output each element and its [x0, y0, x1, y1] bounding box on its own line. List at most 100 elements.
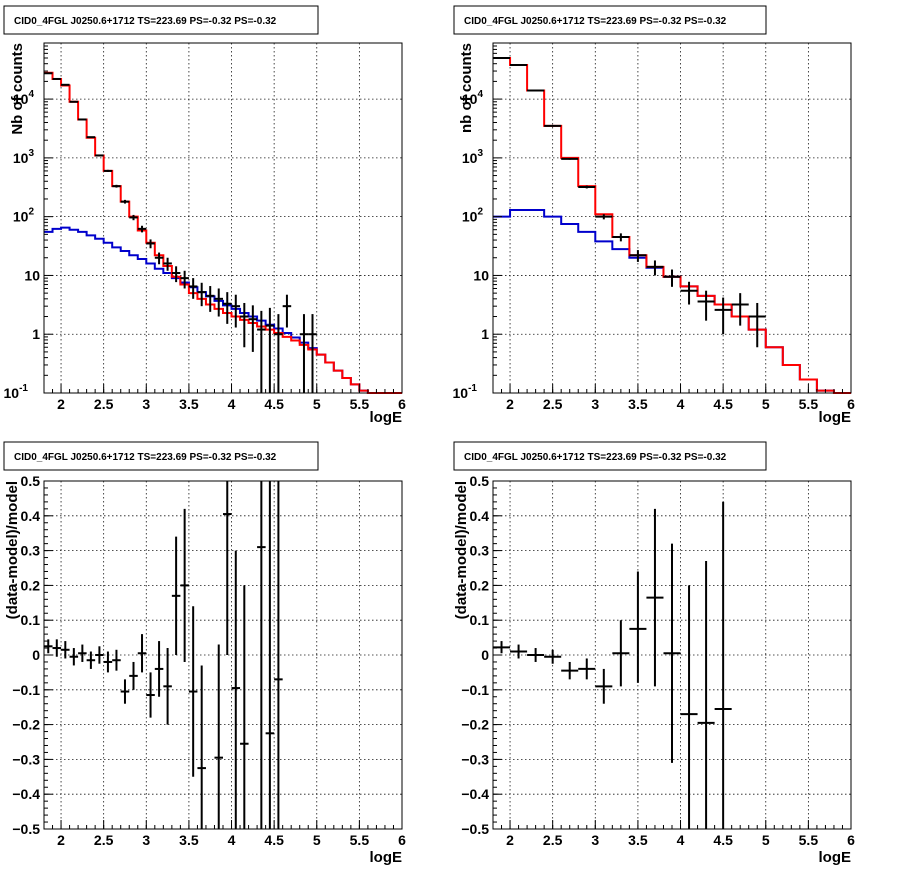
data-point [154, 252, 164, 265]
plot-frame [43, 42, 403, 394]
data-point [188, 278, 198, 299]
title-box-frame [453, 441, 767, 471]
x-tick-label: 4 [677, 396, 685, 412]
y-tick-label: 1 [481, 326, 489, 342]
data-point [240, 302, 249, 348]
data-point [154, 641, 164, 697]
x-tick-label: 2.5 [543, 832, 563, 848]
data-point [120, 679, 130, 704]
x-tick-label: 2.5 [94, 396, 114, 412]
data-point [308, 314, 317, 393]
x-tick-label: 2.5 [94, 832, 114, 848]
y-tick-label: 0.3 [470, 543, 490, 559]
data-point [231, 550, 241, 829]
x-tick-label: 2 [57, 832, 65, 848]
data-point [561, 661, 579, 680]
y-tick-exponent: 2 [28, 207, 34, 218]
data-point [129, 661, 138, 690]
y-tick-exponent: -1 [468, 383, 477, 394]
panel-title: CID0_4FGL J0250.6+1712 TS=223.69 PS=-0.3… [464, 452, 727, 463]
panel-title-box: CID0_4FGL J0250.6+1712 TS=223.69 PS=-0.3… [453, 441, 767, 471]
data-point [180, 270, 189, 289]
x-tick-label: 5 [762, 832, 770, 848]
y-tick-label: 10-1 [4, 383, 29, 401]
x-tick-label: 5 [762, 396, 770, 412]
y-tick-exponent: 4 [477, 89, 483, 100]
data-point [163, 257, 172, 271]
y-tick-label: −0.4 [12, 786, 40, 802]
y-tick-label: 0.1 [21, 612, 41, 628]
y-tick-label: 0.4 [470, 508, 490, 524]
data-point [44, 639, 53, 654]
y-tick-label: 0 [32, 647, 40, 663]
y-tick-exponent: 2 [477, 207, 483, 218]
axis-ticks: 2 2.5 3 3.5 4 4.5 5 5.5 6 −0.5 −0.4 −0.3 −0.2 −0.1 0 0.… [461, 473, 855, 848]
data-point [265, 307, 275, 393]
data-points [493, 57, 766, 348]
data-point [112, 184, 121, 188]
panel-residuals-left: CID0_4FGL J0250.6+1712 TS=223.69 PS=-0.3… [3, 441, 406, 866]
data-point [95, 646, 104, 664]
data-point [680, 585, 698, 829]
x-tick-label: 4 [228, 832, 236, 848]
data-point [86, 651, 96, 669]
data-point [146, 239, 155, 249]
data-point [697, 290, 715, 321]
x-tick-label: 5 [313, 396, 321, 412]
panel-title-box: CID0_4FGL J0250.6+1712 TS=223.69 PS=-0.3… [3, 441, 319, 471]
x-tick-label: 3 [142, 396, 150, 412]
data-point [188, 606, 198, 777]
data-point [223, 481, 232, 655]
panel-title-box: CID0_4FGL J0250.6+1712 TS=223.69 PS=-0.3… [453, 5, 767, 35]
x-tick-label: 3.5 [179, 396, 199, 412]
x-tick-label: 3 [142, 832, 150, 848]
data-point [257, 310, 266, 393]
data-point [612, 620, 630, 687]
data-point [629, 571, 647, 683]
y-tick-label: 10 [473, 267, 489, 283]
data-point [527, 648, 545, 662]
data-points [493, 501, 732, 829]
x-tick-label: 4.5 [713, 832, 733, 848]
x-tick-label: 6 [847, 832, 855, 848]
x-tick-label: 3 [591, 832, 599, 848]
axis-ticks: 2 2.5 3 3.5 4 4.5 5 5.5 6 −0.5 −0.4 −0.3 −0.2 −0.1 0 0.… [12, 473, 406, 848]
data-point [595, 668, 613, 704]
x-tick-label: 3.5 [628, 832, 648, 848]
x-tick-label: 2 [506, 396, 514, 412]
title-box-frame [3, 441, 319, 471]
y-tick-label: −0.1 [12, 682, 40, 698]
y-axis-title: (data-model)/model [4, 481, 21, 619]
data-point [493, 641, 511, 654]
x-axis-title: logE [819, 849, 852, 866]
x-tick-label: 6 [398, 396, 406, 412]
data-point [197, 282, 206, 307]
data-point [299, 314, 309, 393]
total-model-line [493, 57, 851, 394]
y-tick-label: −0.4 [461, 786, 489, 802]
y-axis-title: (data-model)/model [453, 481, 470, 619]
data-point [612, 233, 630, 242]
x-tick-label: 4.5 [264, 832, 284, 848]
x-tick-label: 2.5 [543, 396, 563, 412]
y-tick-label: −0.2 [461, 717, 489, 733]
y-tick-label: 0.5 [470, 473, 490, 489]
y-tick-label: 102 [462, 207, 484, 225]
x-tick-label: 3 [591, 396, 599, 412]
data-point [137, 634, 147, 673]
data-point [52, 639, 62, 657]
y-tick-label: 102 [13, 207, 35, 225]
y-tick-label: 0.3 [21, 543, 41, 559]
y-tick-label: 10-1 [453, 383, 478, 401]
data-point [78, 644, 87, 662]
data-point [680, 281, 698, 305]
y-tick-label: −0.2 [12, 717, 40, 733]
data-point [248, 305, 258, 352]
data-point [663, 543, 681, 763]
data-point [197, 665, 206, 829]
data-point [240, 585, 249, 829]
panel-title-box: CID0_4FGL J0250.6+1712 TS=223.69 PS=-0.3… [3, 5, 319, 35]
data-point [103, 651, 113, 673]
data-point [595, 214, 613, 220]
